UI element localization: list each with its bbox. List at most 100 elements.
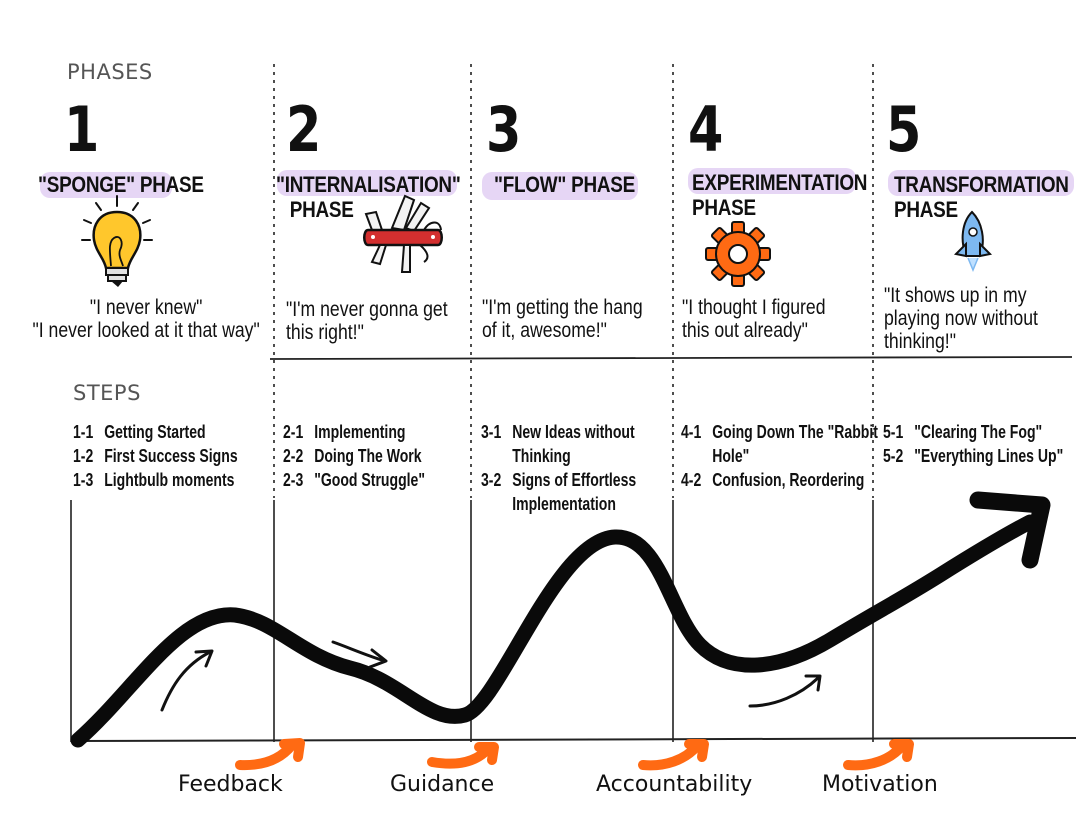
step-item: 3-1 New Ideas without Thinking	[481, 420, 636, 468]
step-code: 1-2	[73, 446, 94, 466]
step-label: Lightbulb moments	[104, 470, 235, 490]
phase-2-name-line: "INTERNALISATION"	[276, 172, 461, 197]
phase-2-name: "INTERNALISATION" PHASE	[276, 172, 461, 222]
step-label-line: Signs of Effortless	[512, 470, 637, 490]
phase-5-quote-line: playing now without	[884, 307, 1038, 330]
step-item: 1-3 Lightbulb moments	[73, 468, 238, 492]
phase-1-quote: "I never knew" "I never looked at it tha…	[18, 296, 274, 342]
section-separator	[269, 356, 1073, 360]
phase-3-quote: "I'm getting the hang of it, awesome!"	[482, 296, 643, 342]
step-item: 5-1 "Clearing The Fog"	[883, 420, 1063, 444]
phases-heading: PHASES	[67, 60, 153, 84]
phase-5-name-line: TRANSFORMATION	[894, 172, 1069, 197]
small-arrows	[160, 640, 822, 712]
step-item: 4-1 Going Down The "Rabbit Hole"	[681, 420, 878, 468]
step-code: 1-3	[73, 470, 94, 490]
phase-4-name-line: EXPERIMENTATION	[692, 170, 868, 195]
steps-heading: STEPS	[73, 381, 141, 405]
orange-arrow-icon	[427, 744, 493, 769]
orange-arrow-head-icon	[474, 742, 499, 765]
phase-4-number: 4	[688, 93, 724, 166]
arrow-right-icon	[331, 640, 387, 663]
phase-5-name-line: PHASE	[894, 197, 958, 222]
phase-1-steps: 1-1 Getting Started 1-2 First Success Sign…	[73, 420, 238, 492]
phase-3-name-line: "FLOW" PHASE	[494, 172, 635, 197]
step-code: 4-1	[681, 422, 702, 442]
arrow-up-right-icon	[748, 676, 820, 708]
step-label: Getting Started	[104, 422, 206, 442]
label-accountability: Accountability	[596, 772, 753, 797]
step-item: 2-3 "Good Struggle"	[283, 468, 425, 492]
step-code: 2-2	[283, 446, 304, 466]
phase-2-quote: "I'm never gonna get this right!"	[286, 298, 448, 344]
phase-4-highlight	[688, 168, 856, 194]
phase-5-quote-line: thinking!"	[884, 330, 956, 353]
arrow-up-icon	[160, 650, 212, 712]
progress-curve	[70, 514, 1038, 748]
step-label: Implementing	[314, 422, 406, 442]
step-label-line: Thinking	[512, 446, 571, 466]
phase-3-quote-line: "I'm getting the hang	[482, 296, 643, 319]
step-item: 1-2 First Success Signs	[73, 444, 238, 468]
phase-3-steps: 3-1 New Ideas without Thinking 3-2 Signs of…	[481, 420, 636, 516]
step-label: First Success Signs	[104, 446, 238, 466]
step-code: 1-1	[73, 422, 94, 442]
phase-4-quote-line: "I thought I figured	[682, 296, 826, 319]
label-guidance: Guidance	[390, 772, 495, 797]
step-label: "Clearing The Fog"	[914, 422, 1043, 442]
step-label: Confusion, Reordering	[712, 470, 865, 490]
step-item: 2-1 Implementing	[283, 420, 425, 444]
phase-2-steps: 2-1 Implementing 2-2 Doing The Work 2-3 "Go…	[283, 420, 425, 492]
progress-arrow-head-icon	[969, 491, 1051, 569]
step-code: 3-2	[481, 470, 502, 490]
rocket-icon	[953, 210, 993, 272]
phase-1-name-line: "SPONGE" PHASE	[38, 172, 204, 197]
phase-3-quote-line: of it, awesome!"	[482, 319, 607, 342]
step-label-line: Hole"	[712, 446, 750, 466]
phase-4-name-line: PHASE	[692, 195, 756, 220]
baseline	[71, 737, 1077, 742]
step-code: 5-2	[883, 446, 904, 466]
phase-3-highlight	[482, 172, 638, 200]
phase-5-highlight	[888, 170, 1074, 196]
phase-4-name: EXPERIMENTATION PHASE	[692, 170, 867, 220]
step-item: 3-2 Signs of Effortless Implementation	[481, 468, 636, 516]
phase-2-quote-line: this right!"	[286, 321, 364, 344]
orange-arrow-head-icon	[889, 739, 914, 762]
lightbulb-icon	[81, 195, 153, 287]
phase-3-name: "FLOW" PHASE	[494, 172, 635, 197]
step-code: 2-3	[283, 470, 304, 490]
step-code: 3-1	[481, 422, 502, 442]
step-item: 4-2 Confusion, Reordering	[681, 468, 878, 492]
step-label-line: Going Down The "Rabbit	[712, 422, 878, 442]
phase-2-name-line: PHASE	[289, 197, 354, 222]
step-label: Doing The Work	[314, 446, 422, 466]
phase-4-steps: 4-1 Going Down The "Rabbit Hole" 4-2 Confus…	[681, 420, 878, 492]
phase-3-number: 3	[486, 93, 522, 166]
phase-2-number: 2	[286, 93, 322, 166]
arrow-head-icon	[368, 648, 388, 669]
phase-1-highlight	[40, 172, 172, 198]
step-label-line: New Ideas without	[512, 422, 635, 442]
step-label: Signs of Effortless Implementation	[512, 468, 636, 516]
orange-arrow-icon	[843, 741, 907, 771]
step-label-line: Implementation	[512, 494, 616, 514]
step-item: 2-2 Doing The Work	[283, 444, 425, 468]
phase-1-quote-line: "I never knew"	[89, 296, 203, 319]
phase-5-quote-line: "It shows up in my	[884, 284, 1027, 307]
arrow-head-icon	[804, 674, 822, 692]
phase-1-quote-line: "I never looked at it that way"	[32, 319, 260, 342]
label-motivation: Motivation	[822, 772, 938, 797]
phase-5-quote: "It shows up in my playing now without t…	[884, 284, 1038, 353]
step-code: 5-1	[883, 422, 904, 442]
orange-arrow-head-icon	[684, 739, 709, 762]
phase-4-quote: "I thought I figured this out already"	[682, 296, 826, 342]
phase-5-steps: 5-1 "Clearing The Fog" 5-2 "Everything Lin…	[883, 420, 1063, 468]
orange-arrow-head-icon	[279, 738, 305, 762]
orange-arrow-icon	[638, 741, 702, 771]
phase-4-quote-line: this out already"	[682, 319, 808, 342]
phase-2-highlight	[277, 170, 457, 196]
orange-arrows	[235, 738, 914, 771]
phase-5-number: 5	[886, 93, 922, 166]
